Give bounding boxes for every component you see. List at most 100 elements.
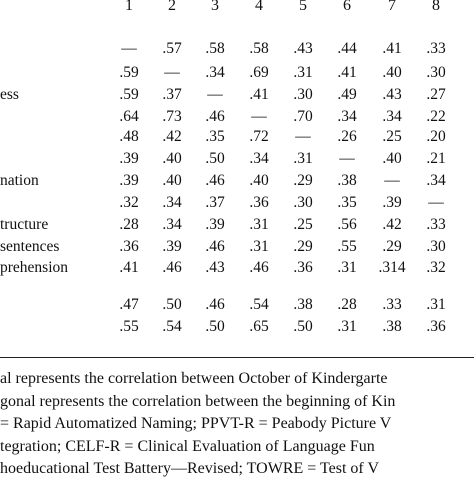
table-cell: .28 (119, 216, 139, 233)
table-cell: — (339, 150, 355, 167)
table-cell: .42 (162, 128, 182, 145)
table-cell: .33 (382, 296, 402, 313)
table-cell: .56 (337, 216, 357, 233)
table-cell: — (428, 194, 444, 211)
table-cell: .31 (249, 238, 269, 255)
table-cell: .34 (249, 150, 269, 167)
table-cell: .30 (293, 194, 313, 211)
table-cell: .40 (249, 172, 269, 189)
table-cell: .31 (337, 259, 357, 276)
column-header-6: 6 (343, 0, 351, 14)
table-cell: .30 (426, 238, 446, 255)
table-cell: .29 (293, 238, 313, 255)
table-cell: .40 (382, 150, 402, 167)
table-cell: .50 (205, 150, 225, 167)
table-cell: .38 (337, 172, 357, 189)
table-cell: .46 (205, 238, 225, 255)
table-cell: .35 (337, 194, 357, 211)
table-cell: .41 (382, 40, 402, 57)
table-cell: .57 (162, 40, 182, 57)
table-cell: .38 (382, 318, 402, 335)
table-cell: .39 (162, 238, 182, 255)
table-cell: .46 (205, 172, 225, 189)
table-cell: — (121, 40, 137, 57)
table-cell: .46 (162, 259, 182, 276)
table-cell: .20 (426, 128, 446, 145)
note-line: tegration; CELF-R = Clinical Evaluation … (0, 438, 375, 455)
table-cell: .41 (337, 64, 357, 81)
table-cell: .55 (337, 238, 357, 255)
table-cell: .40 (162, 150, 182, 167)
table-cell: .46 (249, 259, 269, 276)
table-cell: .30 (426, 64, 446, 81)
table-cell: .34 (205, 64, 225, 81)
table-cell: — (384, 172, 400, 189)
table-cell: .54 (162, 318, 182, 335)
table-cell: .64 (119, 108, 139, 125)
table-cell: .55 (119, 318, 139, 335)
column-header-5: 5 (299, 0, 307, 14)
table-cell: .50 (293, 318, 313, 335)
table-cell: .26 (337, 128, 357, 145)
table-cell: .39 (119, 150, 139, 167)
table-cell: .48 (119, 128, 139, 145)
table-cell: .31 (249, 216, 269, 233)
table-cell: .65 (249, 318, 269, 335)
note-line: gonal represents the correlation between… (0, 393, 396, 410)
table-cell: .21 (426, 150, 446, 167)
table-bottom-rule (0, 357, 474, 358)
table-cell: .31 (293, 150, 313, 167)
table-cell: .27 (426, 86, 446, 103)
note-line: = Rapid Automatized Naming; PPVT-R = Pea… (0, 415, 392, 432)
table-cell: .41 (119, 259, 139, 276)
note-line: al represents the correlation between Oc… (0, 370, 388, 387)
table-cell: .41 (249, 86, 269, 103)
column-header-8: 8 (432, 0, 440, 14)
table-cell: .69 (249, 64, 269, 81)
column-header-3: 3 (211, 0, 219, 14)
table-cell: .73 (162, 108, 182, 125)
table-cell: .59 (119, 64, 139, 81)
table-cell: .32 (119, 194, 139, 211)
table-cell: — (295, 128, 311, 145)
table-cell: .43 (293, 40, 313, 57)
table-cell: .314 (378, 259, 406, 276)
table-cell: .34 (426, 172, 446, 189)
table-cell: — (251, 108, 267, 125)
table-cell: .44 (337, 40, 357, 57)
table-cell: — (164, 64, 180, 81)
table-cell: .46 (205, 296, 225, 313)
column-header-1: 1 (125, 0, 133, 14)
table-cell: .31 (426, 296, 446, 313)
table-cell: .28 (337, 296, 357, 313)
table-cell: .37 (162, 86, 182, 103)
column-header-4: 4 (255, 0, 263, 14)
row-label: prehension (0, 259, 69, 276)
table-cell: .59 (119, 86, 139, 103)
table-cell: .30 (293, 86, 313, 103)
table-cell: .33 (426, 216, 446, 233)
table-cell: .34 (162, 194, 182, 211)
table-cell: .50 (205, 318, 225, 335)
table-cell: .34 (382, 108, 402, 125)
table-cell: .47 (119, 296, 139, 313)
table-cell: .43 (382, 86, 402, 103)
note-line: hoeducational Test Battery—Revised; TOWR… (0, 460, 380, 477)
table-cell: .31 (293, 64, 313, 81)
table-cell: .39 (205, 216, 225, 233)
table-cell: .32 (426, 259, 446, 276)
row-label: nation (0, 172, 39, 189)
column-header-2: 2 (168, 0, 176, 14)
table-cell: .42 (382, 216, 402, 233)
table-cell: .25 (293, 216, 313, 233)
table-cell: .36 (249, 194, 269, 211)
table-cell: .46 (205, 108, 225, 125)
table-cell: .58 (249, 40, 269, 57)
table-cell: .29 (293, 172, 313, 189)
table-cell: .40 (162, 172, 182, 189)
table-cell: .39 (382, 194, 402, 211)
row-label: sentences (0, 238, 60, 255)
column-header-7: 7 (388, 0, 396, 14)
table-cell: .58 (205, 40, 225, 57)
